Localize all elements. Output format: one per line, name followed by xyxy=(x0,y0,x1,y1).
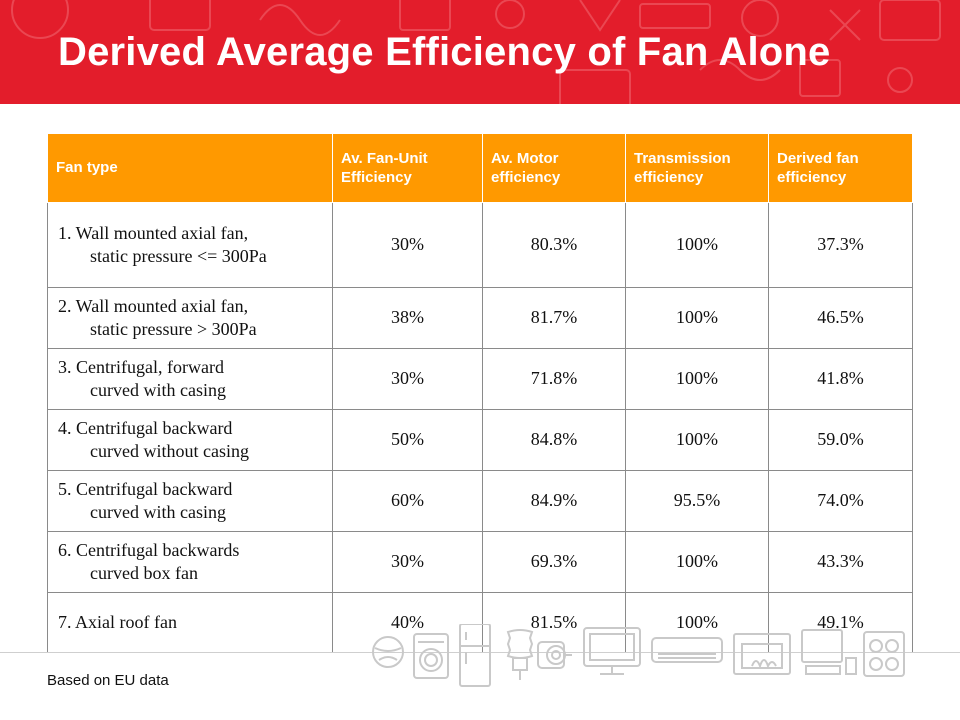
fan-type-label: 2. Wall mounted axial fan, xyxy=(58,295,249,316)
computer-icon xyxy=(801,629,857,675)
cooktop-icon xyxy=(863,631,905,677)
transmission-efficiency-cell: 100% xyxy=(625,287,769,349)
transmission-efficiency-cell: 100% xyxy=(625,348,769,410)
derived-efficiency-cell: 43.3% xyxy=(768,531,913,593)
column-header-fan-unit-efficiency: Av. Fan-Unit Efficiency xyxy=(332,133,483,203)
fan-type-cell: 7. Axial roof fan xyxy=(47,592,333,653)
fan-unit-efficiency-cell: 38% xyxy=(332,287,483,349)
source-note: Based on EU data xyxy=(47,672,169,689)
derived-efficiency-cell: 46.5% xyxy=(768,287,913,349)
motor-efficiency-cell: 84.8% xyxy=(482,409,626,471)
fan-type-cell: 4. Centrifugal backward curved without ca… xyxy=(47,409,333,471)
transmission-efficiency-cell: 100% xyxy=(625,202,769,288)
table-row: 2. Wall mounted axial fan, static pressur… xyxy=(47,287,913,349)
table-row: 3. Centrifugal, forward curved with casin… xyxy=(47,348,913,410)
monitor-icon xyxy=(583,627,641,675)
fan-type-label: 4. Centrifugal backward xyxy=(58,417,233,438)
fan-unit-efficiency-cell: 30% xyxy=(332,348,483,410)
fan-type-label-continued: curved with casing xyxy=(90,502,226,522)
fan-type-cell: 3. Centrifugal, forward curved with casin… xyxy=(47,348,333,410)
fan-type-label: 5. Centrifugal backward xyxy=(58,478,233,499)
fan-type-label-continued: curved with casing xyxy=(90,380,226,400)
derived-efficiency-cell: 41.8% xyxy=(768,348,913,410)
motor-efficiency-cell: 80.3% xyxy=(482,202,626,288)
fan-type-label: 3. Centrifugal, forward xyxy=(58,356,224,377)
table-row: 7. Axial roof fan 40% 81.5% 100% 49.1% xyxy=(47,592,913,653)
column-header-motor-efficiency: Av. Motor efficiency xyxy=(482,133,626,203)
fan-unit-efficiency-cell: 30% xyxy=(332,202,483,288)
appliance-icons-strip xyxy=(372,624,905,687)
fan-unit-efficiency-cell: 50% xyxy=(332,409,483,471)
washing-machine-icon xyxy=(413,633,449,679)
fan-type-label-continued: curved without casing xyxy=(90,441,249,461)
fan-type-label: 6. Centrifugal backwards xyxy=(58,539,240,560)
fan-type-cell: 1. Wall mounted axial fan, static pressur… xyxy=(47,202,333,288)
title-banner: Derived Average Efficiency of Fan Alone xyxy=(0,0,960,104)
motor-efficiency-cell: 81.7% xyxy=(482,287,626,349)
fan-unit-efficiency-cell: 60% xyxy=(332,470,483,532)
air-conditioner-icon xyxy=(651,637,723,663)
transmission-efficiency-cell: 95.5% xyxy=(625,470,769,532)
derived-efficiency-cell: 74.0% xyxy=(768,470,913,532)
fan-type-label-continued: static pressure > 300Pa xyxy=(90,319,257,339)
table-row: 1. Wall mounted axial fan, static pressur… xyxy=(47,202,913,288)
transmission-efficiency-cell: 100% xyxy=(625,409,769,471)
column-header-derived-fan-efficiency: Derived fan efficiency xyxy=(768,133,913,203)
column-header-fan-type: Fan type xyxy=(47,133,333,203)
fan-type-cell: 5. Centrifugal backward curved with casin… xyxy=(47,470,333,532)
motor-icon xyxy=(537,641,572,669)
efficiency-table: Fan type Av. Fan-Unit Efficiency Av. Mot… xyxy=(47,133,913,653)
fan-type-label: 7. Axial roof fan xyxy=(58,611,177,632)
transmission-efficiency-cell: 100% xyxy=(625,531,769,593)
fan-type-label: 1. Wall mounted axial fan, xyxy=(58,222,249,243)
page-title: Derived Average Efficiency of Fan Alone xyxy=(58,30,831,74)
table-row: 6. Centrifugal backwards curved box fan 3… xyxy=(47,531,913,593)
table-row: 4. Centrifugal backward curved without ca… xyxy=(47,409,913,471)
motor-efficiency-cell: 69.3% xyxy=(482,531,626,593)
fan-type-cell: 6. Centrifugal backwards curved box fan xyxy=(47,531,333,593)
motor-efficiency-cell: 84.9% xyxy=(482,470,626,532)
refrigerator-icon xyxy=(459,624,491,687)
fan-unit-efficiency-cell: 30% xyxy=(332,531,483,593)
footer-divider xyxy=(0,652,960,653)
fan-type-label-continued: curved box fan xyxy=(90,563,198,583)
derived-efficiency-cell: 49.1% xyxy=(768,592,913,653)
fireplace-icon xyxy=(733,633,791,675)
fan-type-label-continued: static pressure <= 300Pa xyxy=(90,246,267,266)
table-header-row: Fan type Av. Fan-Unit Efficiency Av. Mot… xyxy=(47,133,913,203)
fan-type-cell: 2. Wall mounted axial fan, static pressur… xyxy=(47,287,333,349)
globe-icon xyxy=(372,636,404,668)
motor-efficiency-cell: 71.8% xyxy=(482,348,626,410)
table-row: 5. Centrifugal backward curved with casin… xyxy=(47,470,913,532)
light-bulb-icon xyxy=(506,629,534,680)
appliance-pattern-icon xyxy=(11,0,941,104)
column-header-transmission-efficiency: Transmission efficiency xyxy=(625,133,769,203)
derived-efficiency-cell: 59.0% xyxy=(768,409,913,471)
derived-efficiency-cell: 37.3% xyxy=(768,202,913,288)
